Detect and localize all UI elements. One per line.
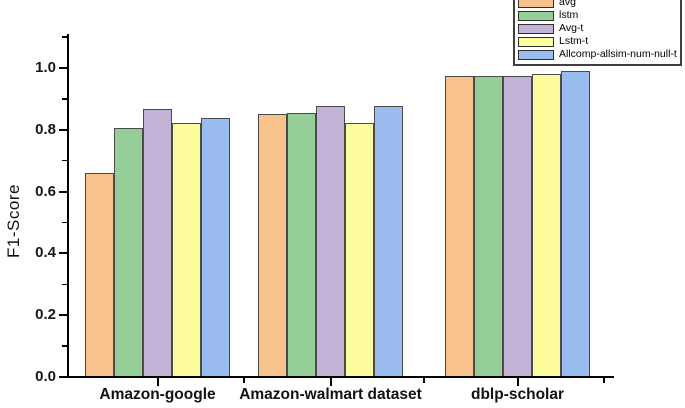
legend-swatch-icon xyxy=(518,49,554,60)
legend-swatch-icon xyxy=(518,23,554,34)
legend-box: avg lstm Avg-t Lstm-t Allcomp-allsim-num-nul… xyxy=(513,0,682,66)
y-major-tick xyxy=(59,67,67,69)
x-minor-tick xyxy=(423,378,425,383)
x-major-tick xyxy=(516,378,519,386)
y-major-tick xyxy=(59,190,67,193)
bar-Lstm-t-dblp-scholar xyxy=(532,73,561,377)
y-major-tick xyxy=(59,128,67,131)
legend-swatch-icon xyxy=(518,10,554,21)
legend-item-Avg-t: Avg-t xyxy=(518,22,677,35)
legend-label: lstm xyxy=(559,9,579,21)
y-axis-title: F1-Score xyxy=(4,184,23,258)
y-major-tick xyxy=(59,376,67,378)
y-tick-label: 1.0 xyxy=(35,59,56,76)
x-major-tick xyxy=(156,378,159,386)
x-major-tick xyxy=(329,378,332,386)
legend-item-Allcomp-allsim-num-null-t: Allcomp-allsim-num-null-t xyxy=(518,48,677,61)
legend-swatch-icon xyxy=(518,0,554,8)
legend-swatch-icon xyxy=(518,36,554,47)
legend-label: Allcomp-allsim-num-null-t xyxy=(559,48,677,60)
x-tick-label: Amazon-google xyxy=(99,386,216,403)
bar-avg-Amazon-walmart dataset xyxy=(258,114,287,377)
x-minor-tick xyxy=(243,378,245,383)
bar-avg-dblp-scholar xyxy=(445,75,474,377)
y-major-tick xyxy=(59,252,67,255)
y-minor-tick xyxy=(62,221,67,224)
y-major-tick xyxy=(59,314,67,317)
y-minor-tick xyxy=(62,98,67,100)
y-axis-line xyxy=(67,34,69,378)
legend-item-Lstm-t: Lstm-t xyxy=(518,35,677,48)
bar-Allcomp-allsim-num-null-t-Amazon-walmart dataset xyxy=(374,105,403,377)
x-axis-line xyxy=(67,376,614,378)
bar-Lstm-t-Amazon-google xyxy=(172,123,201,377)
bar-Allcomp-allsim-num-null-t-Amazon-google xyxy=(201,118,230,377)
legend-label: avg xyxy=(559,0,576,8)
bar-Avg-t-Amazon-google xyxy=(143,109,172,377)
bar-Avg-t-dblp-scholar xyxy=(503,75,532,377)
y-minor-tick xyxy=(62,159,67,162)
y-tick-label: 0.0 xyxy=(35,368,56,385)
y-tick-label: 0.4 xyxy=(35,244,56,262)
bar-Lstm-t-Amazon-walmart dataset xyxy=(345,123,374,377)
bar-Avg-t-Amazon-walmart dataset xyxy=(316,106,345,377)
bar-Allcomp-allsim-num-null-t-dblp-scholar xyxy=(561,71,590,377)
legend-item-avg: avg xyxy=(518,0,677,9)
legend-label: Lstm-t xyxy=(559,35,589,47)
legend-label: Avg-t xyxy=(559,22,584,34)
x-tick-label: Amazon-walmart dataset xyxy=(239,386,422,403)
bar-avg-Amazon-google xyxy=(85,173,114,377)
y-minor-tick xyxy=(62,345,67,347)
y-tick-label: 0.6 xyxy=(35,182,56,200)
x-tick-label: dblp-scholar xyxy=(470,386,565,403)
x-minor-tick xyxy=(603,378,605,383)
legend-item-lstm: lstm xyxy=(518,9,677,22)
y-minor-tick xyxy=(62,283,67,286)
y-minor-tick xyxy=(62,36,67,38)
bar-lstm-dblp-scholar xyxy=(474,75,503,377)
y-tick-label: 0.8 xyxy=(35,120,56,138)
y-tick-label: 0.2 xyxy=(35,306,56,324)
bar-lstm-Amazon-google xyxy=(114,127,143,377)
bar-lstm-Amazon-walmart dataset xyxy=(287,112,316,377)
